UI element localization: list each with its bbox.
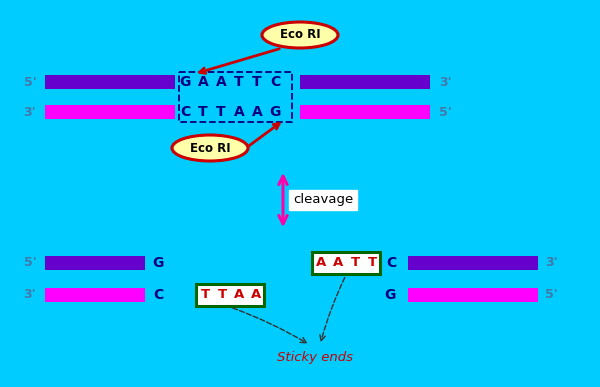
Text: A: A	[316, 257, 326, 269]
Text: A: A	[215, 75, 226, 89]
Text: 5': 5'	[23, 75, 37, 89]
Text: 3': 3'	[23, 106, 37, 118]
Bar	[312, 252, 380, 274]
Text: T: T	[234, 75, 244, 89]
Text: T: T	[200, 288, 209, 301]
Text: C: C	[386, 256, 396, 270]
Bar	[45, 105, 175, 119]
Text: G: G	[179, 75, 191, 89]
Text: C: C	[153, 288, 163, 302]
Bar	[179, 72, 292, 122]
Bar	[45, 288, 145, 302]
Text: A: A	[234, 288, 244, 301]
Bar	[300, 75, 430, 89]
Bar	[408, 256, 538, 270]
Text: cleavage: cleavage	[293, 194, 353, 207]
Text: 5': 5'	[439, 106, 451, 118]
Bar	[45, 256, 145, 270]
Bar	[45, 75, 175, 89]
Text: A: A	[251, 105, 262, 119]
Text: G: G	[269, 105, 281, 119]
Bar	[196, 284, 264, 306]
Text: Sticky ends: Sticky ends	[277, 351, 353, 365]
Text: Eco RI: Eco RI	[190, 142, 230, 154]
Text: 5': 5'	[545, 288, 557, 301]
Text: Eco RI: Eco RI	[280, 29, 320, 41]
Bar	[408, 288, 538, 302]
Text: A: A	[333, 257, 343, 269]
Text: C: C	[180, 105, 190, 119]
Text: 3': 3'	[545, 257, 557, 269]
Ellipse shape	[172, 135, 248, 161]
Text: T: T	[217, 288, 227, 301]
Text: A: A	[251, 288, 261, 301]
Text: T: T	[350, 257, 359, 269]
Text: A: A	[233, 105, 244, 119]
Text: A: A	[197, 75, 208, 89]
Text: T: T	[216, 105, 226, 119]
Ellipse shape	[262, 22, 338, 48]
Text: T: T	[198, 105, 208, 119]
Text: 3': 3'	[439, 75, 451, 89]
Text: T: T	[367, 257, 377, 269]
Text: 5': 5'	[23, 257, 37, 269]
Text: 3': 3'	[23, 288, 37, 301]
Text: C: C	[270, 75, 280, 89]
Text: G: G	[152, 256, 164, 270]
Text: G: G	[385, 288, 395, 302]
Text: T: T	[252, 75, 262, 89]
Bar	[300, 105, 430, 119]
